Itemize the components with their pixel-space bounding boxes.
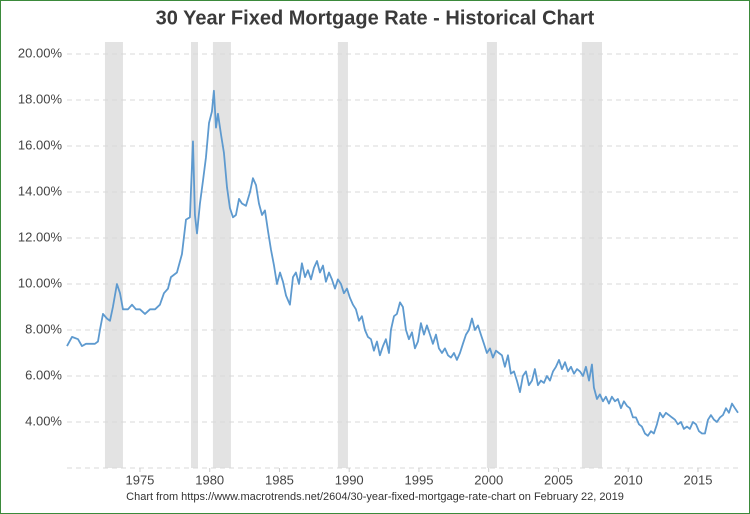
x-tick-label: 1990 bbox=[335, 472, 364, 487]
recession-band bbox=[212, 42, 231, 468]
source-note: Chart from https://www.macrotrends.net/2… bbox=[126, 491, 624, 503]
recession-band bbox=[337, 42, 348, 468]
y-tick-label: 12.00% bbox=[18, 229, 63, 244]
x-tick-label: 1985 bbox=[265, 472, 294, 487]
y-tick-label: 20.00% bbox=[18, 45, 63, 60]
y-tick-label: 18.00% bbox=[18, 91, 63, 106]
recession-band bbox=[191, 42, 198, 468]
x-tick-label: 2010 bbox=[614, 472, 643, 487]
y-tick-label: 4.00% bbox=[25, 413, 62, 428]
x-tick-label: 1995 bbox=[405, 472, 434, 487]
y-tick-label: 10.00% bbox=[18, 275, 63, 290]
x-tick-label: 1975 bbox=[125, 472, 154, 487]
recession-band bbox=[581, 42, 602, 468]
rate-line bbox=[66, 89, 739, 437]
recession-band bbox=[104, 42, 123, 468]
x-tick-label: 1980 bbox=[195, 472, 224, 487]
recession-band bbox=[486, 42, 497, 468]
x-tick-label: 2015 bbox=[684, 472, 713, 487]
y-tick-label: 14.00% bbox=[18, 183, 63, 198]
y-tick-label: 16.00% bbox=[18, 137, 63, 152]
y-tick-label: 6.00% bbox=[25, 367, 62, 382]
y-tick-label: 8.00% bbox=[25, 321, 62, 336]
x-tick-label: 2000 bbox=[474, 472, 503, 487]
x-tick-label: 2005 bbox=[544, 472, 573, 487]
chart-title: 30 Year Fixed Mortgage Rate - Historical… bbox=[156, 7, 595, 29]
